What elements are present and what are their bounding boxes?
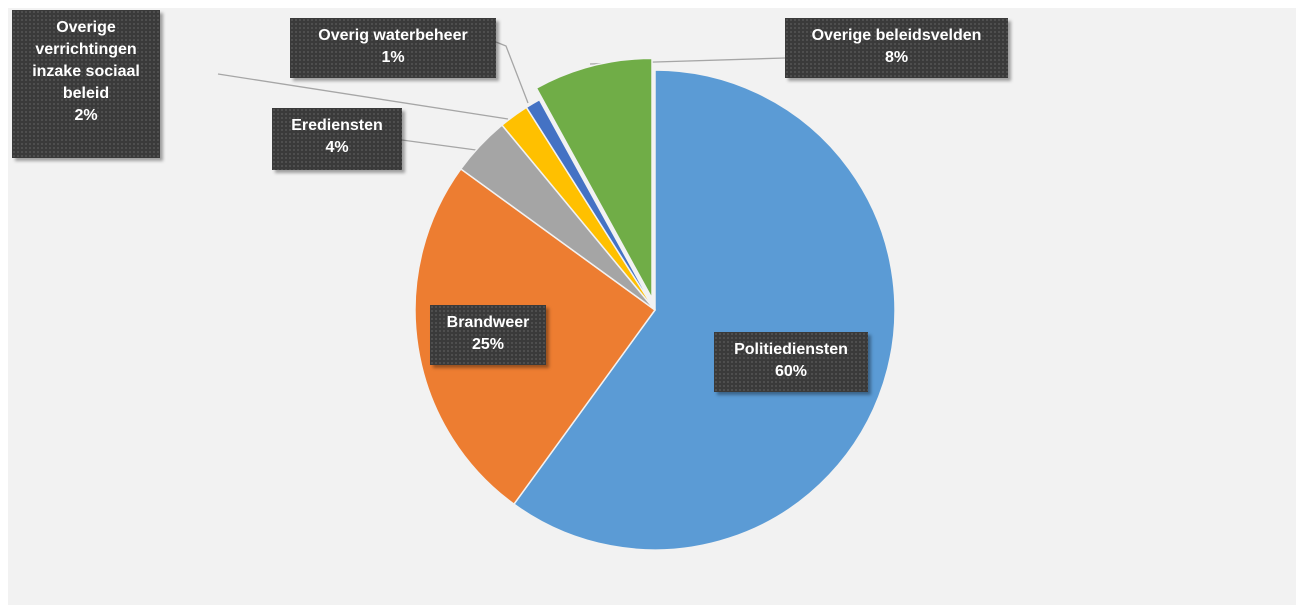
category-label: Politiediensten <box>734 341 848 358</box>
category-label: Overige verrichtingen inzake sociaal bel… <box>32 19 140 102</box>
value-label: 60% <box>774 363 808 380</box>
data-label: Brandweer 25% <box>430 305 546 365</box>
data-label: Overig waterbeheer 1% <box>290 18 496 78</box>
category-label: Overig waterbeheer <box>318 27 468 44</box>
leader-line <box>217 73 509 120</box>
value-label: 4% <box>325 139 349 156</box>
data-label: Overige beleidsvelden 8% <box>785 18 1008 78</box>
data-label: Overige verrichtingen inzake sociaal bel… <box>12 10 160 158</box>
leader-line <box>495 41 529 104</box>
pie-slice <box>512 69 896 551</box>
category-label: Erediensten <box>291 117 383 134</box>
value-label: 8% <box>884 49 909 66</box>
category-label: Overige beleidsvelden <box>811 27 982 44</box>
pie-slice <box>535 57 653 299</box>
data-label: Erediensten 4% <box>272 108 402 170</box>
value-label: 1% <box>381 49 405 66</box>
data-label: Politiediensten 60% <box>714 332 868 392</box>
leader-line <box>401 139 477 151</box>
value-label: 2% <box>74 107 98 124</box>
pie-slice <box>525 98 656 311</box>
value-label: 25% <box>471 336 505 353</box>
category-label: Brandweer <box>446 314 530 331</box>
